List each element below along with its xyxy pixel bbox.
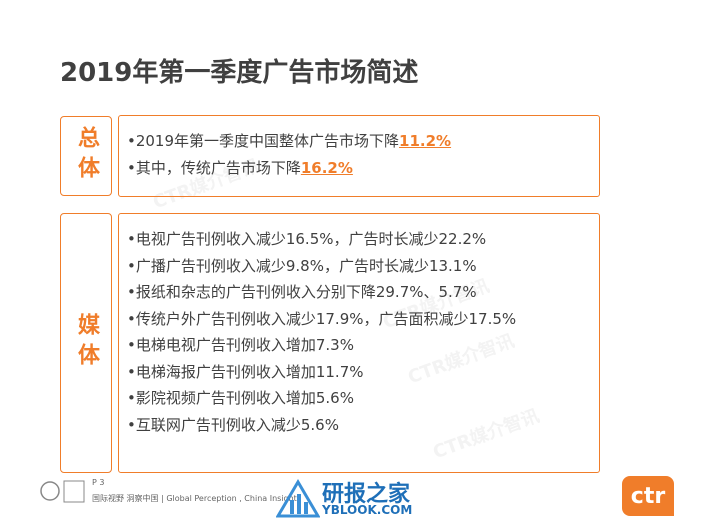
line-text: •电梯海报广告刊例收入增加11.7% bbox=[127, 362, 364, 381]
section-box: •2019年第一季度中国整体广告市场下降11.2% •其中，传统广告市场下降16.… bbox=[118, 115, 600, 197]
line-text: •电梯电视广告刊例收入增加7.3% bbox=[127, 336, 354, 354]
line-text: •2019年第一季度中国整体广告市场下降 bbox=[127, 132, 400, 150]
line-text: •互联网广告刊例收入减少5.6% bbox=[127, 415, 339, 434]
section-label: 总体 bbox=[60, 116, 112, 196]
bullet-line: •互联网广告刊例收入减少5.6% bbox=[127, 412, 599, 439]
bullet-line: •其中，传统广告市场下降16.2% bbox=[127, 155, 599, 182]
page-number: P 3 bbox=[92, 478, 105, 487]
line-text: •传统户外广告刊例收入减少17.9%，广告面积减少17.5% bbox=[127, 309, 517, 328]
ctr-logo: ctr bbox=[622, 476, 674, 516]
cert-icons bbox=[40, 480, 85, 503]
slide-title: 2019年第一季度广告市场简述 bbox=[60, 58, 419, 88]
site-logo-icon bbox=[276, 479, 320, 518]
line-text: •电视广告刊例收入减少16.5%，广告时长减少22.2% bbox=[127, 230, 487, 248]
bullet-line: •电视广告刊例收入减少16.5%，广告时长减少22.2% bbox=[127, 226, 599, 253]
line-text: •其中，传统广告市场下降 bbox=[127, 158, 301, 177]
highlight-value: 11.2% bbox=[399, 132, 452, 150]
bullet-line: •2019年第一季度中国整体广告市场下降11.2% bbox=[127, 128, 599, 155]
bullet-line: •传统户外广告刊例收入减少17.9%，广告面积减少17.5% bbox=[127, 306, 599, 333]
bullet-line: •报纸和杂志的广告刊例收入分别下降29.7%、5.7% bbox=[127, 279, 599, 306]
line-text: •报纸和杂志的广告刊例收入分别下降29.7%、5.7% bbox=[127, 283, 477, 301]
site-name: 研报之家 bbox=[322, 482, 411, 507]
bullet-line: •电梯电视广告刊例收入增加7.3% bbox=[127, 332, 599, 359]
section-box: •电视广告刊例收入减少16.5%，广告时长减少22.2% •广播广告刊例收入减少9… bbox=[118, 213, 600, 473]
section-label: 媒体 bbox=[60, 213, 112, 473]
line-text: •影院视频广告刊例收入增加5.6% bbox=[127, 389, 354, 407]
site-url: YBLOOK.COM bbox=[322, 503, 413, 517]
line-text: •广播广告刊例收入减少9.8%，广告时长减少13.1% bbox=[127, 256, 477, 275]
tagline: 国际视野 洞察中国 | Global Perception , China In… bbox=[92, 494, 297, 503]
bullet-line: •电梯海报广告刊例收入增加11.7% bbox=[127, 359, 599, 386]
highlight-value: 16.2% bbox=[300, 158, 353, 177]
bullet-line: •广播广告刊例收入减少9.8%，广告时长减少13.1% bbox=[127, 253, 599, 280]
bullet-line: •影院视频广告刊例收入增加5.6% bbox=[127, 385, 599, 412]
